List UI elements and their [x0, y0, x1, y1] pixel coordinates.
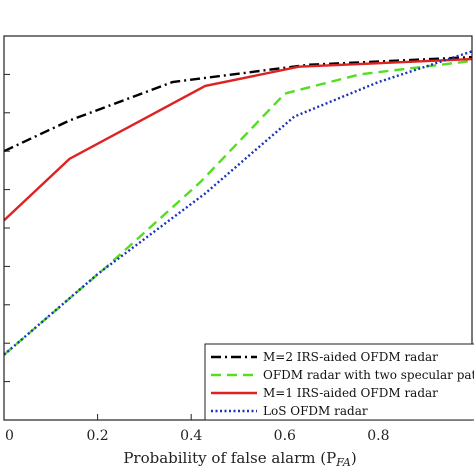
x-axis-label-close: )	[351, 449, 357, 467]
legend-label-4: LoS OFDM radar	[263, 404, 368, 418]
legend-box	[204, 343, 474, 421]
series-line-3	[3, 57, 473, 222]
x-tick-label: 0.2	[86, 428, 108, 444]
x-tick-label: 0.6	[274, 428, 296, 444]
x-axis-label-subscript: FA	[335, 456, 351, 469]
plot-lines	[3, 50, 473, 356]
legend-label-2: OFDM radar with two specular paths	[263, 368, 474, 382]
x-tick-label: 0	[5, 428, 14, 444]
x-tick-label: 0.4	[180, 428, 202, 444]
series-line-1	[3, 55, 473, 153]
series-line-4	[3, 50, 473, 356]
series-line-2	[3, 59, 473, 356]
x-axis-label-main: Probability of false alarm (P	[123, 449, 336, 467]
x-tick-label: 0.8	[367, 428, 389, 444]
legend-label-3: M=1 IRS-aided OFDM radar	[263, 386, 438, 400]
legend: M=2 IRS-aided OFDM radar OFDM radar with …	[204, 343, 474, 421]
legend-label-1: M=2 IRS-aided OFDM radar	[263, 350, 438, 364]
y-axis-ticks	[4, 35, 10, 421]
x-axis-label: Probability of false alarm (PFA)	[123, 449, 356, 469]
